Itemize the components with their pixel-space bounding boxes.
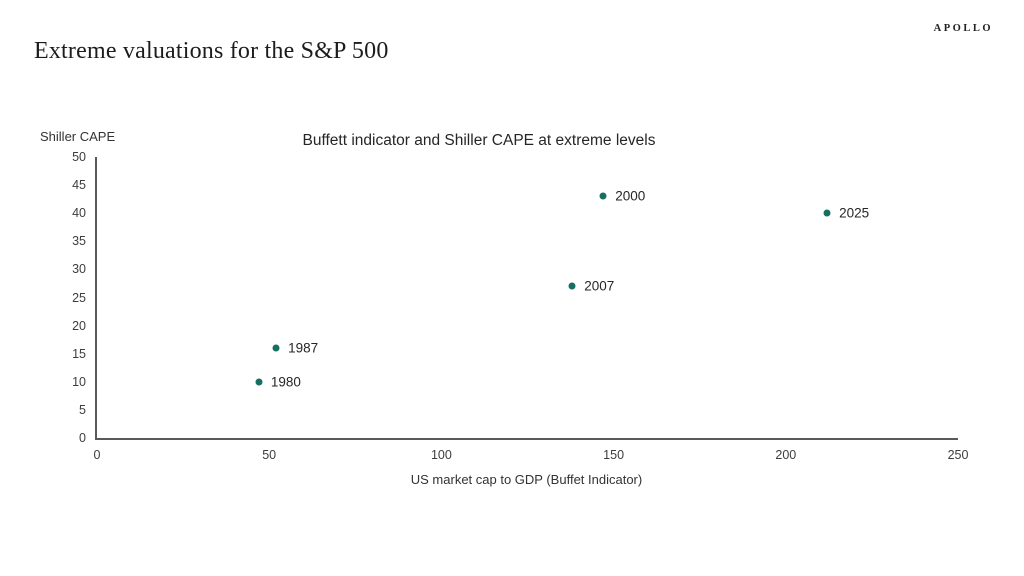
x-tick-label: 200 bbox=[775, 448, 797, 462]
y-tick-label: 35 bbox=[72, 234, 86, 249]
y-tick-label: 30 bbox=[72, 262, 86, 277]
y-tick-label: 40 bbox=[72, 206, 86, 221]
y-tick-label: 15 bbox=[72, 346, 86, 361]
y-tick-label: 50 bbox=[72, 150, 86, 164]
data-point-label-2007: 2007 bbox=[584, 278, 615, 294]
y-tick-label: 0 bbox=[79, 431, 86, 445]
data-point-2025 bbox=[823, 209, 831, 217]
data-point-label-2025: 2025 bbox=[839, 205, 870, 221]
x-tick-label: 150 bbox=[603, 448, 625, 462]
plot-area: 0 5 10 15 20 25 30 35 40 45 50 0 50 100 150 200 250 1980 1… bbox=[72, 150, 968, 462]
x-axis-label: US market cap to GDP (Buffet Indicator) bbox=[410, 472, 643, 487]
y-tick-label: 5 bbox=[79, 402, 86, 417]
data-point-label-2000: 2000 bbox=[615, 188, 646, 204]
x-tick-label: 50 bbox=[262, 448, 277, 462]
x-tick-label: 250 bbox=[947, 448, 969, 462]
data-point-2007 bbox=[568, 282, 576, 290]
y-axis-title: Shiller CAPE bbox=[40, 129, 116, 144]
y-tick-label: 20 bbox=[72, 318, 86, 333]
data-point-1987 bbox=[272, 344, 280, 352]
y-tick-label: 25 bbox=[72, 290, 86, 305]
y-tick-label: 10 bbox=[72, 374, 86, 389]
x-tick-label: 100 bbox=[430, 448, 452, 462]
y-tick-label: 45 bbox=[72, 178, 86, 193]
data-point-label-1980: 1980 bbox=[270, 374, 301, 390]
data-point-2000 bbox=[599, 192, 607, 200]
data-point-1980 bbox=[255, 378, 263, 386]
page-title: Extreme valuations for the S&P 500 bbox=[34, 38, 389, 64]
apollo-logo: APOLLO bbox=[933, 23, 993, 34]
x-tick-label: 0 bbox=[93, 448, 101, 462]
chart-title: Buffett indicator and Shiller CAPE at ex… bbox=[302, 132, 656, 149]
data-point-label-1987: 1987 bbox=[288, 340, 319, 356]
